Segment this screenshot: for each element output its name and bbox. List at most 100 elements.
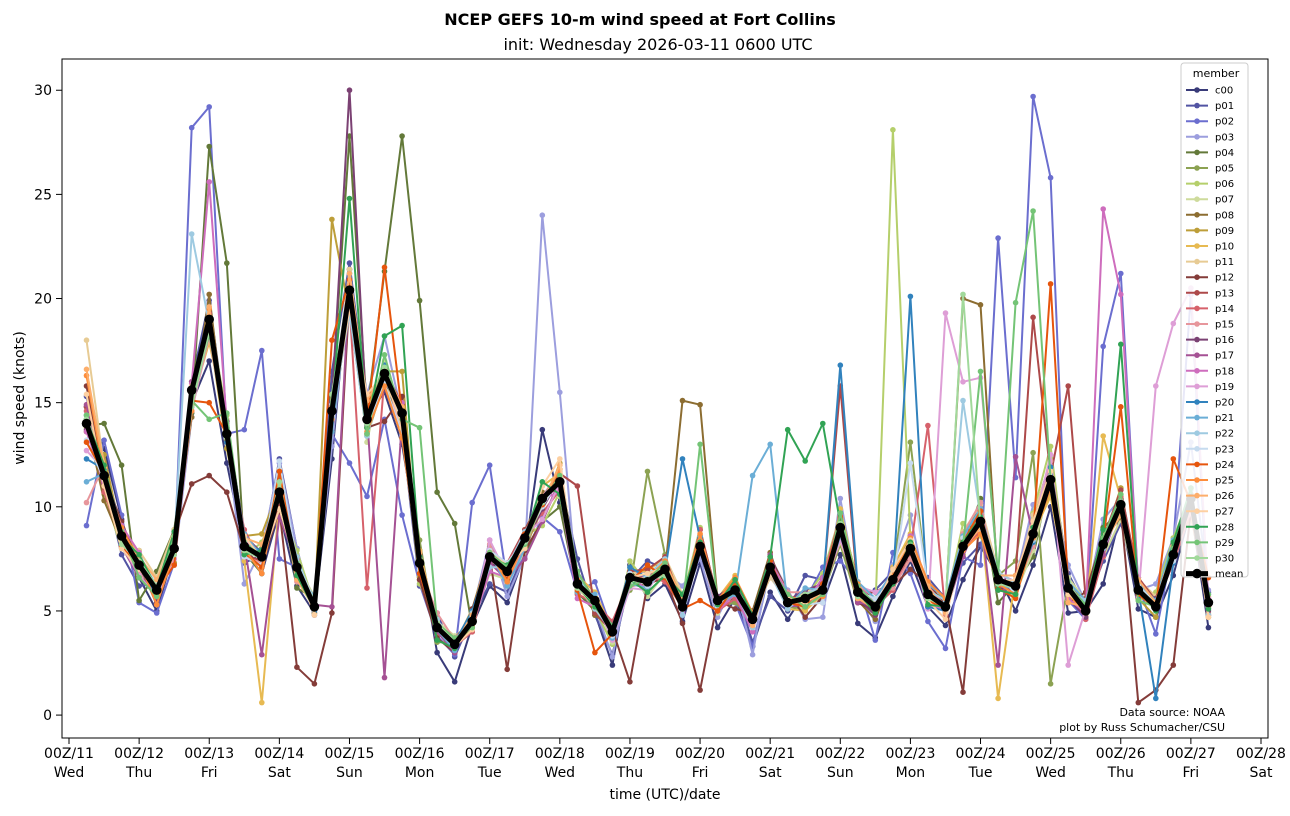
series-point-mean [765,562,775,572]
x-tick-label: 00Z/20 [675,746,725,762]
series-point-mean [905,543,916,554]
x-tick-day: Sun [827,765,854,781]
series-point-p02 [1153,631,1159,637]
series-point-p22 [679,612,686,618]
series-point-p01 [486,581,493,587]
series-point-p08 [872,616,879,623]
x-tick-day: Sat [268,765,291,781]
legend-item-p01: p01 [1186,101,1234,112]
series-point-p28 [136,551,142,558]
legend-swatch-marker [1194,196,1200,202]
series-point-p24 [1170,456,1177,462]
legend: member c00 p01 p02 p03 p04 p05 p06 p07 p08 p09 p10… [1180,62,1249,580]
x-tick-label: 00Z/13 [184,746,234,762]
series-point-p24 [83,439,90,446]
series-point-p28 [732,576,738,583]
series-point-p12 [224,489,230,496]
series-point-p02 [995,235,1001,241]
series-point-mean [1203,597,1214,608]
series-point-p03 [557,389,563,396]
legend-label: p19 [1215,382,1234,393]
plot-frame [61,58,1269,739]
series-point-p26 [346,270,353,277]
credit-note: plot by Russ Schumacher/CSU [1059,721,1225,734]
series-point-p04 [434,489,440,496]
legend-swatch-marker [1194,243,1200,249]
legend-item-p04: p04 [1186,148,1234,159]
series-point-p28 [1100,526,1106,533]
series-point-p19 [1170,320,1177,327]
series-point-p19 [83,447,90,454]
legend-items: c00 p01 p02 p03 p04 p05 p06 p07 p08 p09 p10 p11 p12 p… [1186,86,1243,580]
legend-item-p16: p16 [1186,335,1234,346]
series-point-mean [1098,539,1108,550]
series-point-p24 [381,264,388,271]
series-point-mean [99,470,109,481]
series-point-p12 [504,666,511,673]
series-point-mean [484,552,495,562]
legend-item-p05: p05 [1186,164,1234,175]
legend-swatch-marker [1194,305,1200,312]
series-point-mean [274,487,285,498]
legend-item-p09: p09 [1186,226,1234,237]
series-point-p29 [1012,299,1019,306]
series-point-p12 [381,418,388,425]
legend-swatch-marker [1194,446,1200,452]
series-point-c00 [784,616,791,623]
series-point-mean [782,597,793,608]
series-point-p04 [995,599,1001,606]
x-tick-day: Fri [201,765,218,781]
legend-item-p28: p28 [1186,522,1234,533]
series-point-p25 [259,570,265,577]
series-point-p25 [153,601,160,608]
legend-label: p13 [1215,288,1234,299]
series-point-p02 [925,618,931,625]
series-point-p02 [872,637,879,643]
series-point-mean [1133,585,1144,595]
series-point-p13 [644,566,651,573]
series-point-p24 [714,608,721,614]
series-point-p27 [311,612,318,618]
series-point-mean [204,314,214,325]
series-point-p29 [364,431,370,437]
legend-item-p18: p18 [1186,366,1234,377]
series-point-p28 [241,551,248,558]
series-point-p19 [960,379,966,385]
series-point-p27 [942,616,949,623]
series-point-p04 [206,143,212,150]
series-point-p20 [1153,695,1159,702]
legend-label: p07 [1215,195,1234,206]
series-point-p28 [381,333,388,339]
legend-swatch-marker [1194,368,1200,374]
series-point-p06 [627,558,633,564]
legend-label: p14 [1215,304,1234,315]
chart-title: NCEP GEFS 10-m wind speed at Fort Collin… [444,10,835,29]
series-point-p29 [1135,597,1142,604]
series-point-mean [379,368,390,379]
legend-swatch-marker [1194,321,1200,327]
legend-item-p14: p14 [1186,304,1234,315]
series-point-p27 [557,456,563,462]
series-point-p24 [1118,404,1124,410]
legend-swatch-marker [1194,149,1200,156]
legend-label: mean [1215,569,1243,580]
series-point-p19 [539,516,546,523]
x-tick-label: 00Z/11 [44,746,94,762]
legend-swatch-marker [1194,383,1200,390]
series-point-p29 [802,604,808,610]
series-point-p29 [153,593,160,600]
series-point-p17 [329,604,335,610]
series-point-p26 [83,366,90,373]
legend-item-p19: p19 [1186,382,1234,393]
legend-label: p10 [1215,242,1234,253]
x-tick-label: 00Z/15 [325,746,375,762]
x-tick-day: Tue [968,765,993,781]
series-point-p28 [872,610,879,616]
legend-swatch-marker [1194,414,1200,421]
x-tick-label: 00Z/26 [1096,746,1146,762]
legend-item-p13: p13 [1186,288,1234,299]
series-point-mean [747,614,758,625]
x-tick-day: Mon [405,765,435,781]
legend-swatch-marker [1194,399,1200,405]
